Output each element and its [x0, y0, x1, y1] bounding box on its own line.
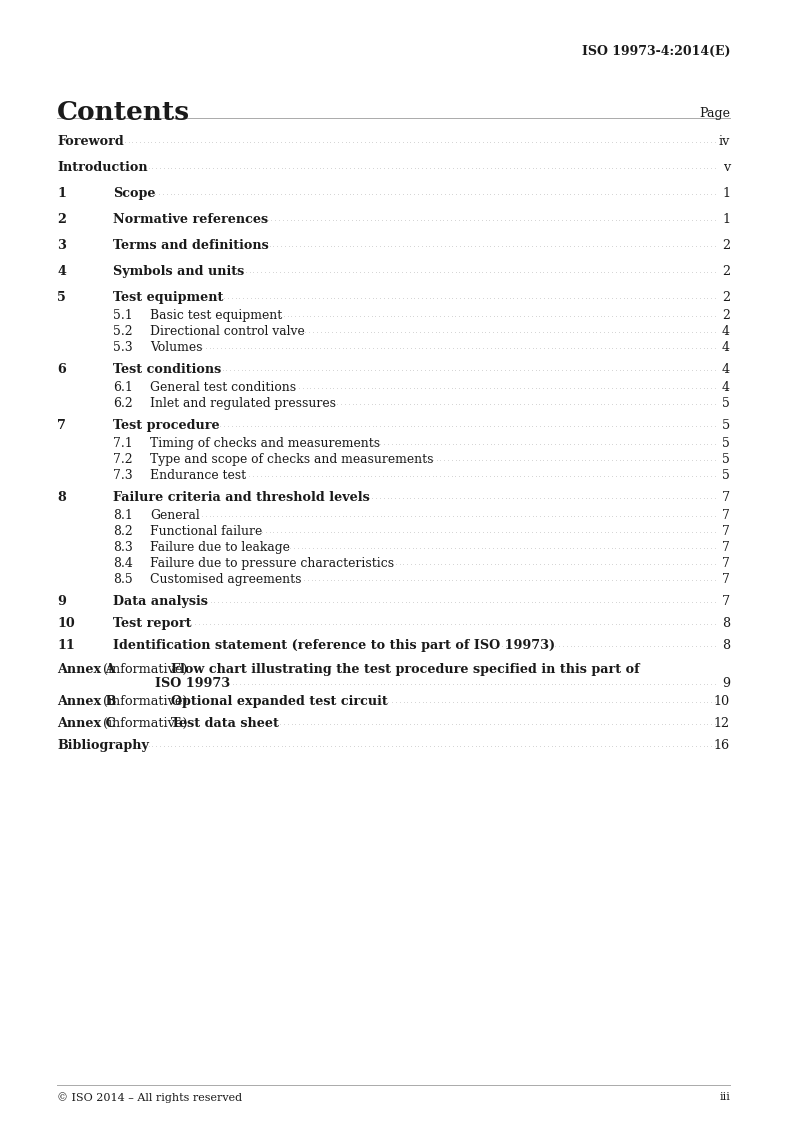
Text: (informative): (informative)	[98, 663, 191, 675]
Text: iv: iv	[718, 135, 730, 148]
Text: Inlet and regulated pressures: Inlet and regulated pressures	[150, 397, 336, 410]
Text: 2: 2	[722, 265, 730, 278]
Text: Symbols and units: Symbols and units	[113, 265, 244, 278]
Text: v: v	[722, 160, 730, 174]
Text: Volumes: Volumes	[150, 341, 202, 355]
Text: 7: 7	[722, 557, 730, 570]
Text: 7.1: 7.1	[113, 436, 132, 450]
Text: 5.3: 5.3	[113, 341, 132, 355]
Text: Introduction: Introduction	[57, 160, 147, 174]
Text: Annex C: Annex C	[57, 717, 116, 730]
Text: 10: 10	[714, 695, 730, 708]
Text: General test conditions: General test conditions	[150, 381, 296, 394]
Text: 5.1: 5.1	[113, 309, 132, 322]
Text: Type and scope of checks and measurements: Type and scope of checks and measurement…	[150, 453, 434, 466]
Text: 1: 1	[722, 213, 730, 226]
Text: 7: 7	[722, 525, 730, 539]
Text: 4: 4	[722, 364, 730, 376]
Text: Failure due to pressure characteristics: Failure due to pressure characteristics	[150, 557, 394, 570]
Text: 4: 4	[722, 341, 730, 355]
Text: 6: 6	[57, 364, 66, 376]
Text: 2: 2	[722, 309, 730, 322]
Text: Annex B: Annex B	[57, 695, 117, 708]
Text: Foreword: Foreword	[57, 135, 124, 148]
Text: Scope: Scope	[113, 187, 155, 200]
Text: Contents: Contents	[57, 100, 190, 125]
Text: Failure criteria and threshold levels: Failure criteria and threshold levels	[113, 491, 370, 504]
Text: 5: 5	[722, 453, 730, 466]
Text: 4: 4	[722, 325, 730, 338]
Text: ISO 19973: ISO 19973	[155, 677, 230, 690]
Text: 7.3: 7.3	[113, 469, 132, 482]
Text: 8.1: 8.1	[113, 509, 133, 522]
Text: Annex A: Annex A	[57, 663, 116, 675]
Text: Test procedure: Test procedure	[113, 419, 220, 432]
Text: 7: 7	[722, 491, 730, 504]
Text: 1: 1	[57, 187, 66, 200]
Text: 7: 7	[722, 509, 730, 522]
Text: Failure due to leakage: Failure due to leakage	[150, 541, 290, 554]
Text: Test data sheet: Test data sheet	[170, 717, 278, 730]
Text: 2: 2	[57, 213, 66, 226]
Text: ISO 19973-4:2014(E): ISO 19973-4:2014(E)	[581, 45, 730, 58]
Text: Normative references: Normative references	[113, 213, 268, 226]
Text: 3: 3	[57, 239, 66, 252]
Text: 8.5: 8.5	[113, 573, 132, 586]
Text: Flow chart illustrating the test procedure specified in this part of: Flow chart illustrating the test procedu…	[170, 663, 639, 675]
Text: Test conditions: Test conditions	[113, 364, 221, 376]
Text: General: General	[150, 509, 200, 522]
Text: 6.2: 6.2	[113, 397, 132, 410]
Text: 1: 1	[722, 187, 730, 200]
Text: Timing of checks and measurements: Timing of checks and measurements	[150, 436, 380, 450]
Text: Page: Page	[699, 107, 730, 120]
Text: Identification statement (reference to this part of ISO 19973): Identification statement (reference to t…	[113, 640, 555, 652]
Text: 8.2: 8.2	[113, 525, 132, 539]
Text: 7: 7	[57, 419, 66, 432]
Text: 8.3: 8.3	[113, 541, 132, 554]
Text: 5: 5	[722, 436, 730, 450]
Text: Bibliography: Bibliography	[57, 739, 149, 752]
Text: iii: iii	[719, 1092, 730, 1102]
Text: 16: 16	[714, 739, 730, 752]
Text: 2: 2	[722, 239, 730, 252]
Text: © ISO 2014 – All rights reserved: © ISO 2014 – All rights reserved	[57, 1092, 242, 1103]
Text: 5.2: 5.2	[113, 325, 132, 338]
Text: 9: 9	[57, 595, 66, 608]
Text: 8: 8	[722, 640, 730, 652]
Text: Optional expanded test circuit: Optional expanded test circuit	[170, 695, 388, 708]
Text: 11: 11	[57, 640, 75, 652]
Text: (informative): (informative)	[98, 695, 191, 708]
Text: 5: 5	[722, 419, 730, 432]
Text: 7: 7	[722, 541, 730, 554]
Text: 8: 8	[722, 617, 730, 629]
Text: Customised agreements: Customised agreements	[150, 573, 301, 586]
Text: 7.2: 7.2	[113, 453, 132, 466]
Text: 12: 12	[714, 717, 730, 730]
Text: 7: 7	[722, 595, 730, 608]
Text: 7: 7	[722, 573, 730, 586]
Text: 5: 5	[722, 469, 730, 482]
Text: Test report: Test report	[113, 617, 191, 629]
Text: 4: 4	[57, 265, 66, 278]
Text: 4: 4	[722, 381, 730, 394]
Text: Directional control valve: Directional control valve	[150, 325, 305, 338]
Text: Data analysis: Data analysis	[113, 595, 208, 608]
Text: 5: 5	[722, 397, 730, 410]
Text: 10: 10	[57, 617, 75, 629]
Text: (informative): (informative)	[98, 717, 191, 730]
Text: 5: 5	[57, 291, 66, 304]
Text: 8.4: 8.4	[113, 557, 133, 570]
Text: Basic test equipment: Basic test equipment	[150, 309, 282, 322]
Text: 9: 9	[722, 677, 730, 690]
Text: 8: 8	[57, 491, 66, 504]
Text: Functional failure: Functional failure	[150, 525, 262, 539]
Text: Terms and definitions: Terms and definitions	[113, 239, 269, 252]
Text: 2: 2	[722, 291, 730, 304]
Text: Test equipment: Test equipment	[113, 291, 224, 304]
Text: Endurance test: Endurance test	[150, 469, 246, 482]
Text: 6.1: 6.1	[113, 381, 133, 394]
